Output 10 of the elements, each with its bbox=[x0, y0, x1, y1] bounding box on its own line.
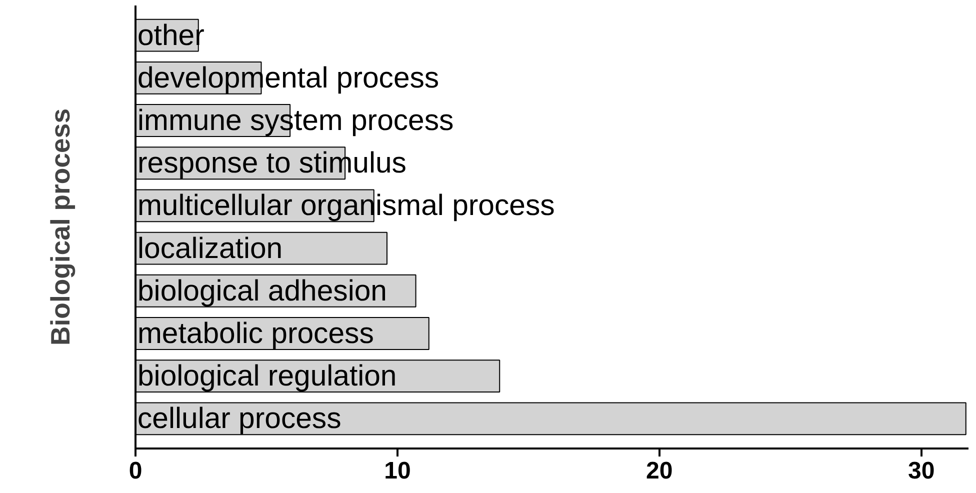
x-tick-label: 20 bbox=[646, 458, 673, 484]
x-tick-label: 10 bbox=[384, 458, 411, 484]
y-tick-label: metabolic process bbox=[138, 316, 374, 350]
y-tick-label: localization bbox=[138, 232, 283, 265]
y-axis-title: Biological process bbox=[46, 108, 76, 346]
x-tick-label: 0 bbox=[128, 458, 142, 484]
y-tick-label: biological regulation bbox=[138, 360, 397, 393]
y-tick-label: cellular process bbox=[138, 402, 342, 436]
x-tick-label: 30 bbox=[908, 458, 935, 484]
y-tick-label: biological adhesion bbox=[138, 274, 387, 308]
